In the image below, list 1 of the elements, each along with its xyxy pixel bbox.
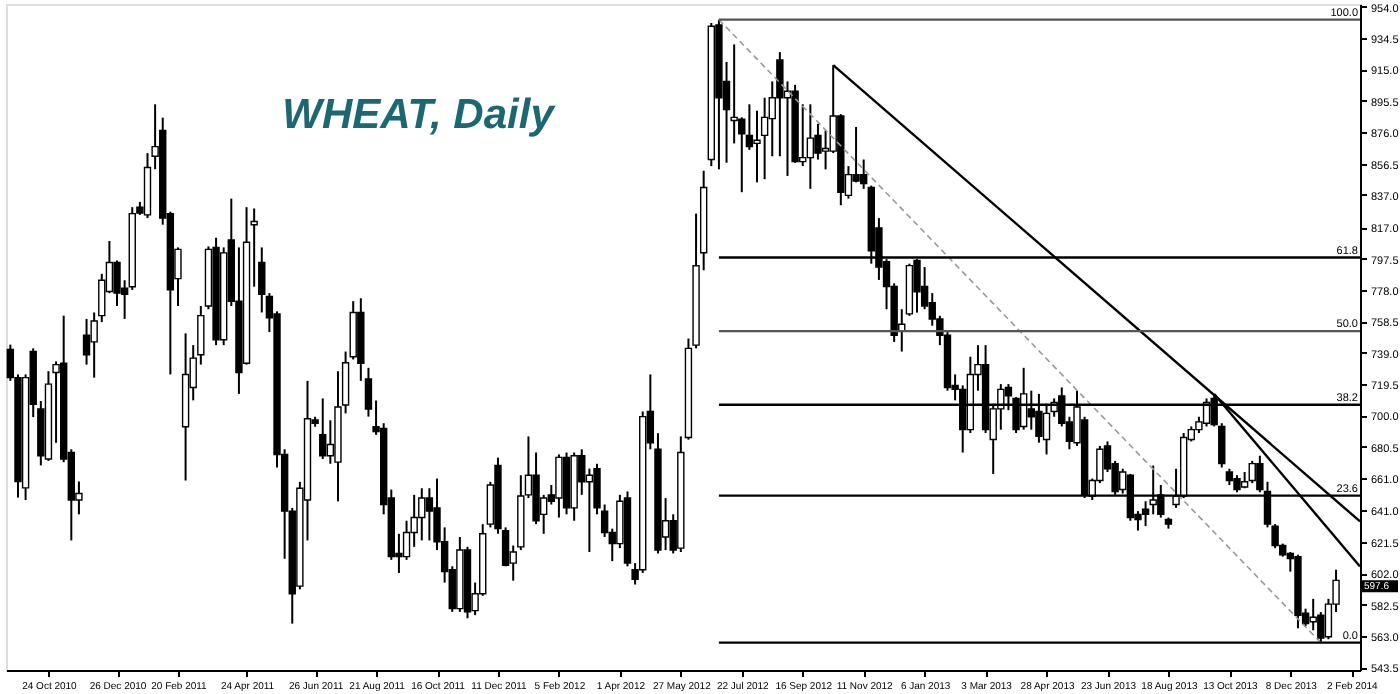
text: WHEAT, Daily: [282, 92, 557, 138]
